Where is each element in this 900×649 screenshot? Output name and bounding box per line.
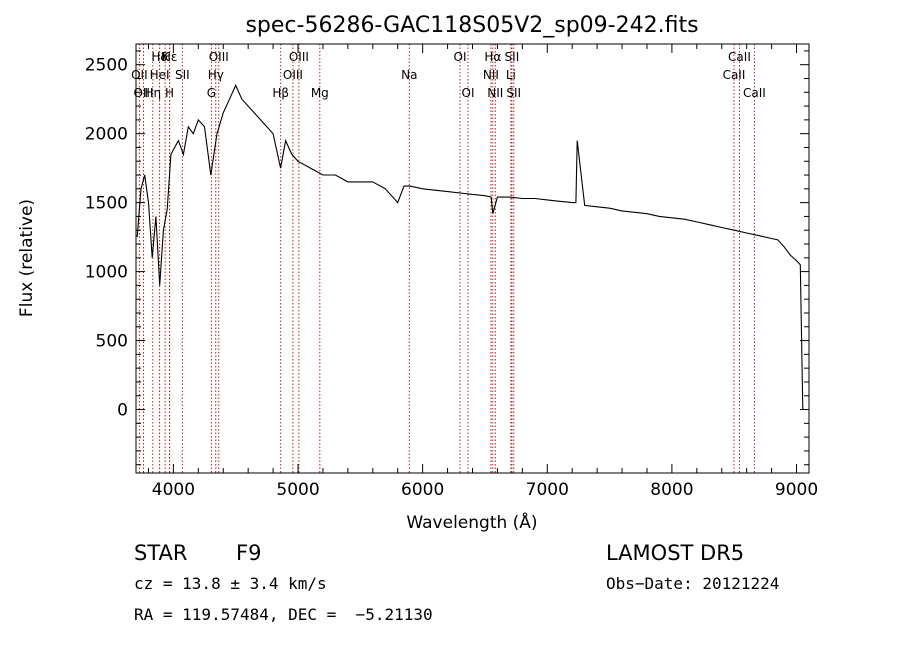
spectrum-line [136, 84, 804, 410]
observation-date: Obs−Date: 20121224 [606, 574, 780, 593]
spectral-line-label: OIII [133, 86, 153, 100]
x-axis-ticks: 4000 5000 6000 7000 8000 9000 [147, 44, 818, 500]
x-tick-label: 8000 [650, 480, 693, 500]
y-tick-label: 1500 [85, 194, 128, 214]
spectral-line-label: Hα [484, 50, 501, 64]
y-tick-label: 2500 [85, 56, 128, 76]
x-axis-label: Wavelength (Å) [406, 511, 537, 533]
y-tick-label: 500 [96, 332, 128, 352]
spectral-line-label: K [161, 50, 170, 64]
spectral-line-label: OI [462, 86, 475, 100]
x-tick-label: 5000 [276, 480, 319, 500]
spectral-line-label: HeI [150, 68, 170, 82]
spectral-line-label: OIII [283, 68, 303, 82]
y-axis-label: Flux (relative) [17, 199, 37, 317]
spectral-line-label: OIII [209, 50, 229, 64]
spectral-line-label: Mg [311, 86, 329, 100]
x-tick-label: 6000 [401, 480, 444, 500]
y-tick-label: 0 [117, 401, 128, 421]
spectral-line-label: OIII [289, 50, 309, 64]
spectral-line-label: NII [483, 68, 499, 82]
spectral-line-label: Hγ [208, 68, 224, 82]
spectral-line-label: Hη [145, 86, 162, 100]
y-axis-ticks: 0 500 1000 1500 2000 2500 [85, 50, 809, 466]
spectral-line-label: CaII [743, 86, 766, 100]
x-tick-label: 4000 [152, 480, 195, 500]
spectral-line-label: Hβ [272, 86, 289, 100]
object-subclass: F9 [236, 541, 262, 565]
spectral-line-label: CaII [728, 50, 751, 64]
spectral-line-label: SII [175, 68, 190, 82]
x-tick-label: 9000 [775, 480, 818, 500]
spectral-line-label: CaII [723, 68, 746, 82]
y-tick-label: 2000 [85, 125, 128, 145]
spectral-line-label: OI [454, 50, 467, 64]
spectral-line-label: G [207, 86, 216, 100]
spectral-line-markers [138, 44, 755, 473]
spectral-line-label: OII [131, 68, 148, 82]
spectral-line-label: SII [506, 86, 521, 100]
spectral-line-label: NII [487, 86, 503, 100]
survey-name: LAMOST DR5 [606, 541, 745, 565]
spectral-line-label: Hε [162, 50, 178, 64]
chart-title: spec-56286-GAC118S05V2_sp09-242.fits [245, 13, 698, 38]
spectral-line-label: H [165, 86, 174, 100]
x-tick-label: 7000 [526, 480, 569, 500]
spectral-line-label: Hδ [151, 50, 167, 64]
spectral-line-label: Li [506, 68, 516, 82]
coordinates: RA = 119.57484, DEC = −5.21130 [134, 605, 433, 624]
plot-frame [135, 43, 810, 474]
spectral-line-label: Na [401, 68, 417, 82]
redshift-velocity: cz = 13.8 ± 3.4 km/s [134, 574, 327, 593]
y-tick-label: 1000 [85, 263, 128, 283]
spectral-line-label: SII [505, 50, 520, 64]
object-class: STAR [134, 541, 188, 565]
